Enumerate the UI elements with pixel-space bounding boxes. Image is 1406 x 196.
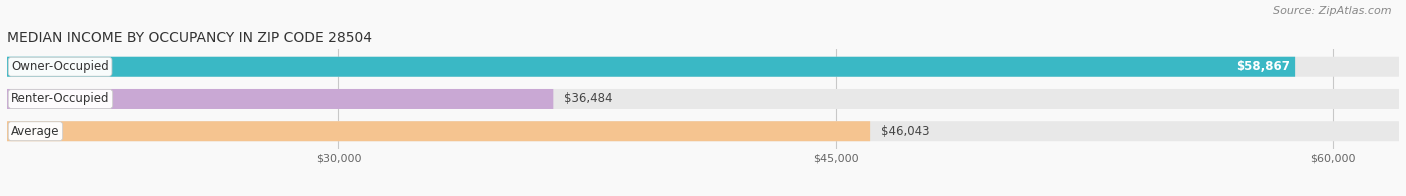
Text: $46,043: $46,043 (882, 125, 929, 138)
Text: Renter-Occupied: Renter-Occupied (11, 93, 110, 105)
Text: $36,484: $36,484 (564, 93, 613, 105)
Text: $58,867: $58,867 (1236, 60, 1289, 73)
Text: Source: ZipAtlas.com: Source: ZipAtlas.com (1274, 6, 1392, 16)
FancyBboxPatch shape (7, 89, 1399, 109)
FancyBboxPatch shape (7, 57, 1399, 77)
Text: Owner-Occupied: Owner-Occupied (11, 60, 108, 73)
Text: Average: Average (11, 125, 59, 138)
FancyBboxPatch shape (7, 57, 1295, 77)
FancyBboxPatch shape (7, 121, 1399, 141)
Text: MEDIAN INCOME BY OCCUPANCY IN ZIP CODE 28504: MEDIAN INCOME BY OCCUPANCY IN ZIP CODE 2… (7, 31, 373, 45)
FancyBboxPatch shape (7, 121, 870, 141)
FancyBboxPatch shape (7, 89, 554, 109)
